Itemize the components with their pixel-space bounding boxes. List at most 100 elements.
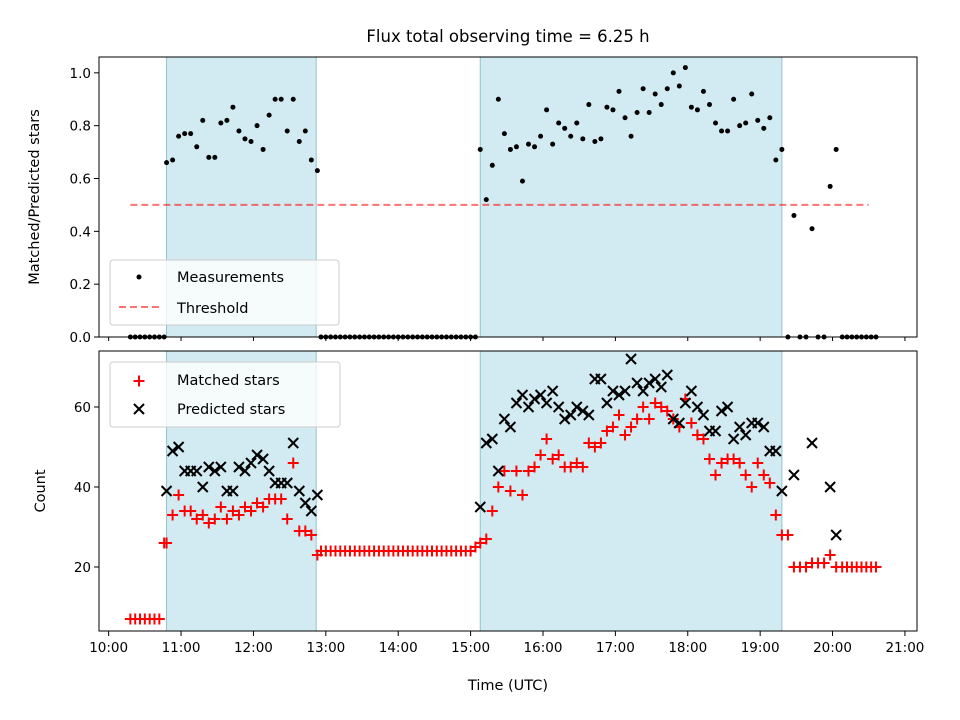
matched-star-point (601, 425, 613, 437)
matched-star-point (535, 449, 547, 461)
top-y-tick-label: 0.6 (70, 172, 91, 188)
predicted-star-point (685, 385, 698, 397)
measurement-point (296, 139, 302, 145)
measurement-point (170, 157, 176, 163)
legend-threshold-label: Threshold (176, 301, 248, 317)
x-tick-label: 16:00 (524, 640, 563, 656)
measurement-point (616, 88, 622, 94)
measurement-point (682, 65, 688, 71)
bottom-axes-frame (98, 350, 918, 632)
measurement-point (236, 128, 242, 134)
matched-star-point (631, 413, 643, 425)
top-legend: Measurements Threshold (109, 259, 340, 326)
measurement-point (628, 133, 634, 139)
matched-star-point (215, 501, 227, 513)
matched-star-point (589, 441, 601, 453)
predicted-star-point (655, 381, 667, 393)
matched-star-point (233, 509, 245, 521)
measurement-point (827, 183, 833, 189)
legend-measurements-marker (136, 274, 142, 280)
matched-star-point (504, 485, 516, 497)
measurement-point (767, 115, 773, 121)
measurement-point (200, 117, 206, 123)
measurement-point (550, 141, 556, 147)
measurement-point (513, 144, 519, 150)
matched-star-point (571, 457, 583, 469)
legend-predicted-label: Predicted stars (177, 402, 285, 418)
measurement-point (586, 102, 592, 108)
matched-star-point (649, 397, 661, 409)
matched-star-point (661, 405, 673, 417)
measurement-point (556, 120, 562, 126)
measurement-point (664, 86, 670, 92)
bottom-legend-box (109, 361, 341, 428)
measurement-point (580, 136, 586, 142)
predicted-star-point (565, 409, 577, 421)
matched-star-point (800, 561, 812, 573)
predicted-star-point (577, 405, 589, 417)
matched-star-point (728, 453, 740, 465)
predicted-star-point (522, 401, 535, 413)
matched-star-point (685, 417, 697, 429)
legend-matched-label: Matched stars (177, 373, 280, 389)
matched-star-point (257, 501, 269, 513)
measurement-point (634, 109, 640, 115)
measurement-point (743, 120, 749, 126)
matched-star-point (153, 613, 165, 625)
matched-star-point (782, 529, 794, 541)
matched-star-point (541, 433, 553, 445)
measurement-point (562, 125, 568, 131)
matched-star-point (167, 509, 179, 521)
predicted-star-point (552, 401, 565, 413)
measurement-point (610, 107, 616, 113)
matched-star-point (625, 421, 637, 433)
matched-star-point (619, 429, 631, 441)
matched-star-point (870, 561, 882, 573)
x-tick-label: 13:00 (306, 640, 345, 656)
matched-star-point (553, 449, 565, 461)
measurement-point (501, 131, 507, 137)
legend-matched-marker (133, 375, 145, 387)
matched-star-point (173, 489, 185, 501)
bottom-y-tick-label: 40 (74, 480, 91, 496)
predicted-star-point (245, 457, 257, 469)
predicted-star-point (673, 417, 686, 429)
measurement-point (242, 136, 248, 142)
bottom-legend: Matched stars Predicted stars (109, 361, 341, 428)
matched-star-point (655, 401, 667, 413)
predicted-star-point (770, 445, 782, 457)
predicted-star-point (733, 421, 746, 433)
matched-star-point (716, 457, 728, 469)
predicted-star-point (215, 461, 227, 473)
top-axes-frame (98, 56, 918, 338)
predicted-star-point (752, 417, 764, 429)
bottom-y-axis: 20 40 60 (74, 400, 99, 576)
predicted-star-point (583, 409, 595, 421)
predicted-star-point (239, 465, 251, 477)
measurement-point (773, 157, 779, 163)
predicted-star-point (625, 353, 637, 365)
predicted-star-point (607, 385, 619, 397)
predicted-star-point (492, 465, 505, 477)
measurement-point (532, 144, 538, 150)
measurement-point (652, 91, 658, 97)
measurement-point (676, 83, 682, 89)
measurement-point (700, 88, 706, 94)
measurement-point (640, 86, 646, 92)
measurement-point (779, 146, 785, 152)
measurement-point (495, 96, 501, 102)
matched-star-point (770, 509, 782, 521)
matched-star-point (161, 537, 173, 549)
top-y-tick-label: 0.8 (70, 119, 91, 135)
predicted-star-point (558, 413, 571, 425)
predicted-star-point (661, 369, 673, 381)
predicted-star-point (166, 445, 179, 457)
matched-star-point (734, 457, 746, 469)
predicted-star-point (534, 389, 547, 401)
predicted-star-point (721, 401, 734, 413)
matched-star-point (203, 517, 215, 529)
measurement-point (791, 212, 797, 218)
measurement-point (176, 133, 182, 139)
measurement-point (833, 146, 839, 152)
predicted-star-point (637, 385, 649, 397)
